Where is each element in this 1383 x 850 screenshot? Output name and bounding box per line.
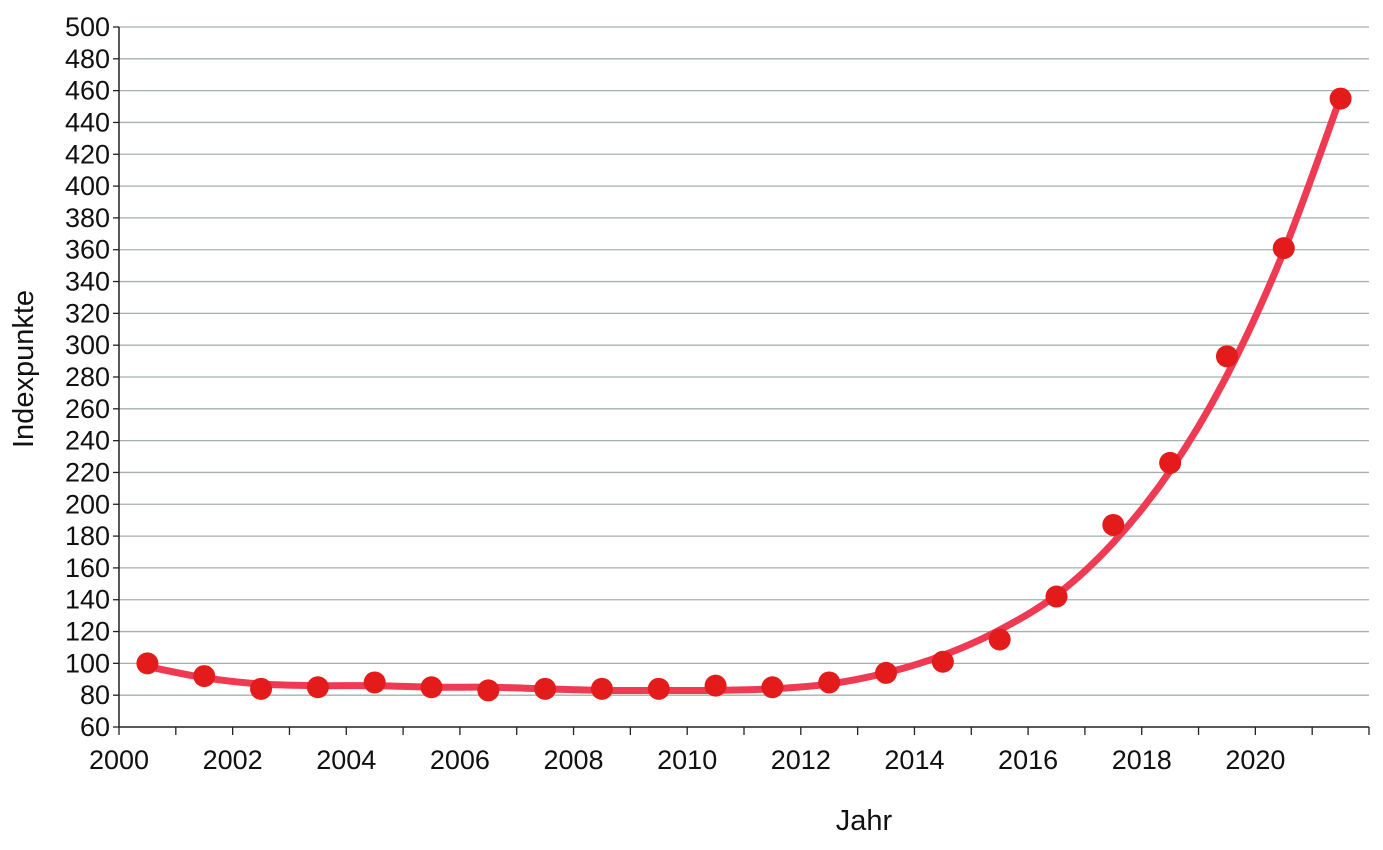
data-point [761,676,784,699]
data-point [250,677,273,700]
y-tick-label: 120 [65,617,110,647]
data-point [1329,87,1352,110]
data-point [704,674,727,697]
x-tick-label: 2012 [771,745,831,775]
point-layer [136,87,1352,702]
y-tick-label: 200 [65,489,110,519]
x-tick-label: 2004 [316,745,376,775]
grid-layer [119,26,1369,696]
y-tick-label: 480 [65,44,110,74]
data-point [193,665,216,688]
data-point [534,677,557,700]
x-axis-title: Jahr [836,805,893,837]
y-tick-label: 100 [65,648,110,678]
y-axis-title: Indexpunkte [8,290,40,448]
y-tick-label: 420 [65,139,110,169]
y-tick-label: 460 [65,76,110,106]
y-tick-label: 280 [65,362,110,392]
y-tick-label: 220 [65,457,110,487]
y-tick-label: 240 [65,426,110,456]
y-tick-label: 160 [65,553,110,583]
y-tick-label: 500 [65,12,110,42]
x-tick-label: 2010 [657,745,717,775]
x-tick-label: 2002 [203,745,263,775]
y-tick-label: 140 [65,585,110,615]
data-point [875,661,898,684]
data-point [590,677,613,700]
x-tick-label: 2020 [1225,745,1285,775]
x-tick-label: 2014 [884,745,944,775]
y-tick-label: 360 [65,235,110,265]
data-point [647,677,670,700]
data-point [306,676,329,699]
data-point [420,676,443,699]
y-tick-label: 260 [65,394,110,424]
y-tick-label: 380 [65,203,110,233]
data-point [363,671,386,694]
data-point [477,679,500,702]
x-tick-label: 2008 [544,745,604,775]
y-tick-label: 80 [80,680,110,710]
data-point [931,650,954,673]
data-point [818,671,841,694]
data-point [136,652,159,675]
y-tick-label: 400 [65,171,110,201]
data-point [1045,585,1068,608]
y-tick-label: 60 [80,712,110,742]
y-tick-label: 300 [65,330,110,360]
x-tick-label: 2000 [89,745,149,775]
y-tick-label: 180 [65,521,110,551]
data-point [1272,237,1295,260]
y-tick-label: 440 [65,107,110,137]
y-tick-label: 340 [65,267,110,297]
axis-layer [113,26,1370,735]
x-tick-label: 2018 [1112,745,1172,775]
label-layer: 6080100120140160180200220240260280300320… [8,12,1285,837]
x-tick-label: 2016 [998,745,1058,775]
data-point [1102,513,1125,536]
y-tick-label: 320 [65,298,110,328]
data-point [1215,345,1238,368]
x-tick-label: 2006 [430,745,490,775]
data-point [988,628,1011,651]
data-point [1159,451,1182,474]
